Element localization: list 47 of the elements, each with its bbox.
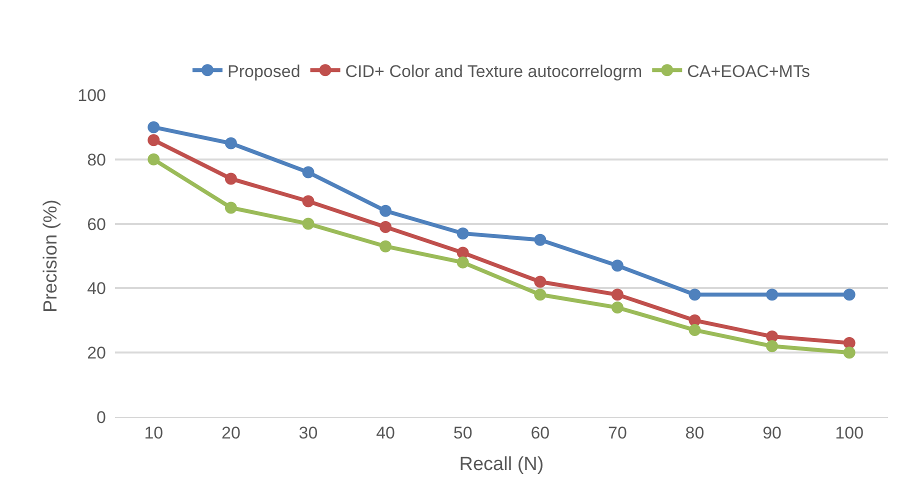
point — [688, 324, 701, 336]
point — [224, 172, 237, 185]
point — [843, 288, 856, 301]
y-tick-label: 100 — [78, 86, 106, 105]
x-tick-label: 70 — [608, 423, 627, 442]
point — [534, 276, 546, 288]
point — [224, 202, 237, 214]
x-tick-label: 90 — [762, 423, 782, 442]
x-tick-label: 20 — [221, 423, 240, 442]
x-tick-label: 40 — [376, 423, 396, 442]
point — [302, 218, 314, 230]
point — [766, 340, 778, 352]
x-tick-label: 60 — [530, 423, 550, 442]
point — [302, 166, 314, 178]
point — [611, 288, 624, 301]
point — [148, 121, 160, 134]
y-tick-label: 20 — [87, 344, 106, 363]
point — [688, 288, 701, 301]
x-tick-label: 100 — [835, 423, 864, 442]
x-tick-label: 30 — [298, 423, 318, 442]
x-tick-label: 80 — [685, 423, 704, 442]
point — [611, 302, 624, 314]
point — [380, 240, 392, 252]
x-axis-title: Recall (N) — [459, 454, 544, 476]
y-axis-title: Precision (%) — [40, 200, 62, 312]
legend-label: CA+EOAC+MTs — [687, 62, 810, 81]
point — [380, 221, 392, 234]
point — [302, 195, 314, 208]
x-tick-label: 50 — [453, 423, 472, 442]
point — [380, 204, 392, 217]
x-tick-label: 10 — [144, 423, 164, 442]
point — [766, 288, 778, 301]
point — [224, 137, 237, 150]
legend-label: Proposed — [228, 62, 300, 81]
point — [843, 346, 856, 359]
point — [148, 153, 160, 166]
legend-label: CID+ Color and Texture autocorrelogrm — [345, 62, 642, 81]
point — [456, 256, 469, 268]
point — [534, 234, 546, 246]
y-tick-label: 0 — [96, 408, 106, 427]
point — [611, 260, 624, 272]
point — [456, 227, 469, 240]
y-tick-label: 60 — [87, 214, 106, 234]
point — [148, 134, 160, 146]
point — [534, 288, 546, 301]
y-tick-label: 80 — [87, 150, 106, 170]
y-tick-label: 40 — [87, 279, 106, 298]
